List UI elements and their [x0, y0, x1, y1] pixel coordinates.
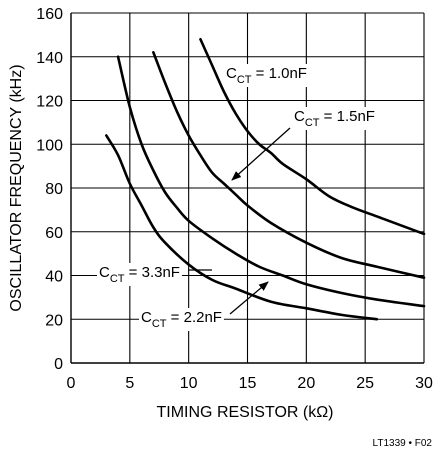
series-label-33nf: CCT = 3.3nF — [97, 263, 182, 286]
series-label-backdrop — [139, 308, 224, 331]
x-tick-label: 25 — [356, 375, 374, 392]
series-label-text: CCT = 3.3nF — [99, 264, 180, 285]
label-value: = 1.5nF — [320, 108, 375, 125]
label-subscript: CT — [152, 318, 167, 330]
label-subscript: CT — [305, 117, 320, 129]
series-label-22nf: CCT = 2.2nF — [139, 308, 224, 331]
series-curve-15nf — [152, 51, 426, 279]
series-curves — [105, 37, 426, 321]
axes: 0 5 10 15 20 25 30 0 20 40 60 80 100 120 140 160 — [36, 6, 433, 392]
label-symbol: C — [141, 309, 152, 326]
y-tick-label: 80 — [45, 181, 63, 198]
x-tick-label: 10 — [180, 375, 198, 392]
label-subscript: CT — [237, 74, 252, 86]
x-axis-title: TIMING RESISTOR (kΩ) — [157, 404, 334, 421]
y-tick-label: 0 — [54, 356, 63, 373]
x-tick-label: 30 — [415, 375, 433, 392]
series-label-text: CCT = 1.0nF — [226, 65, 307, 86]
series-label-15nf: CCT = 1.5nF — [292, 107, 377, 130]
y-tick-label: 140 — [36, 50, 63, 67]
grid-lines — [71, 12, 425, 363]
figure-code: LT1339 • F02 — [373, 438, 433, 449]
series-label-text: CCT = 2.2nF — [141, 309, 222, 330]
y-axis-title: OSCILLATOR FREQUENCY (kHz) — [8, 64, 25, 311]
label-subscript: CT — [110, 273, 125, 285]
y-tick-label: 100 — [36, 137, 63, 154]
series-label-text: CCT = 1.5nF — [294, 108, 375, 129]
label-symbol: C — [294, 108, 305, 125]
x-tick-label: 0 — [67, 375, 76, 392]
y-tick-label: 60 — [45, 225, 63, 242]
label-symbol: C — [99, 264, 110, 281]
leader-1-5nf — [231, 127, 291, 181]
series-label-backdrop — [97, 263, 182, 286]
label-value: = 2.2nF — [167, 309, 222, 326]
label-value: = 3.3nF — [125, 264, 180, 281]
series-label-10nf: CCT = 1.0nF — [224, 64, 309, 87]
label-symbol: C — [226, 65, 237, 82]
series-curve-22nf — [116, 55, 426, 308]
x-tick-label: 5 — [125, 375, 134, 392]
y-tick-label: 160 — [36, 6, 63, 23]
series-label-backdrop — [224, 64, 309, 87]
label-value: = 1.0nF — [252, 65, 307, 82]
y-tick-label: 120 — [36, 94, 63, 111]
x-tick-label: 20 — [297, 375, 315, 392]
y-tick-label: 20 — [45, 312, 63, 329]
series-label-backdrop — [292, 107, 377, 130]
series-curve-33nf — [105, 134, 379, 321]
leader-2-2nf — [229, 281, 269, 315]
series-curve-10nf — [199, 37, 426, 236]
x-tick-label: 15 — [239, 375, 257, 392]
y-tick-label: 40 — [45, 269, 63, 286]
